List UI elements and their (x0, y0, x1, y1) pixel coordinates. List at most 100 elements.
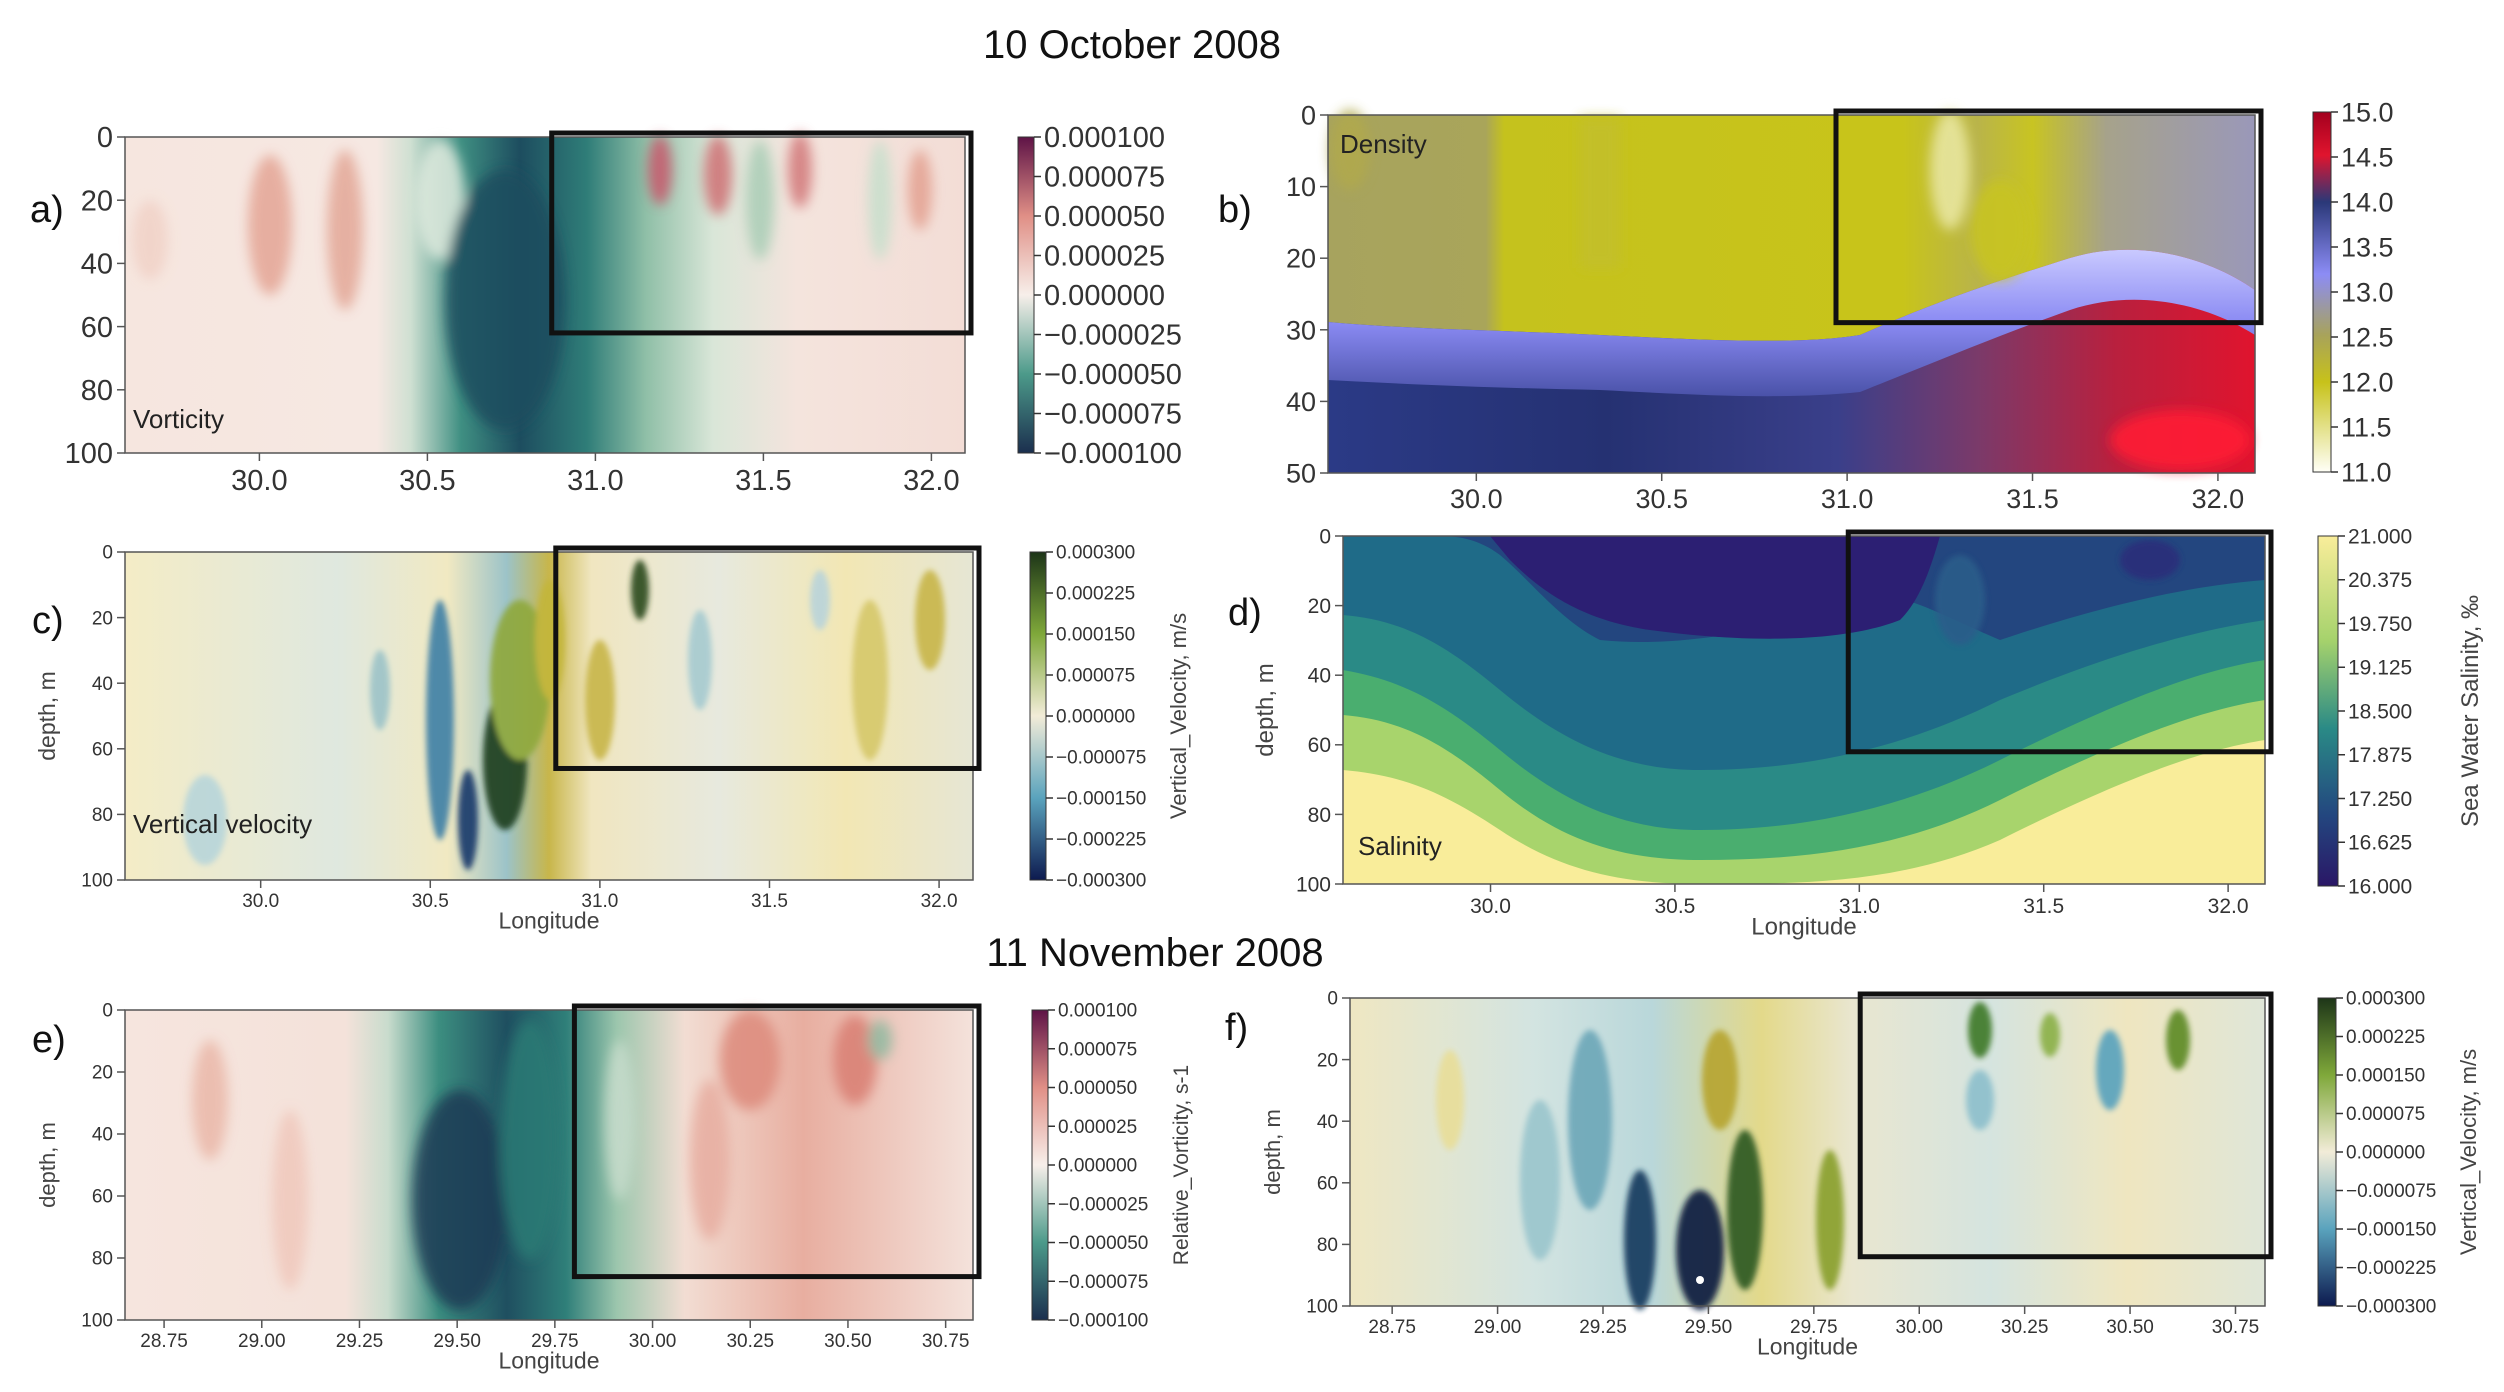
panel-c-colorbar-tick-label: 0.000150 (1056, 625, 1135, 646)
panel-c-colorbar-tick-label: 0.000225 (1056, 584, 1135, 605)
panel-c-y-label: depth, m (34, 671, 60, 761)
panel-c-x-axis: 30.0 30.5 31.0 31.5 32.0 (242, 880, 958, 912)
panel-e-x-tick-label: 28.75 (140, 1331, 188, 1352)
panel-f-field (1350, 998, 2265, 1310)
panel-e-colorbar-ticks: 0.000100 0.000075 0.000050 0.000025 0.000000… (1048, 1001, 1148, 1332)
panel-b-y-tick-label: 40 (1286, 387, 1316, 417)
panel-d-colorbar-tick-label: 18.500 (2348, 700, 2412, 723)
panel-d-plot-frame (1342, 535, 2266, 885)
panel-f-x-tick-label: 30.50 (2106, 1317, 2154, 1338)
panel-d-y-tick-label: 40 (1308, 665, 1331, 688)
panel-c-colorbar-tick-label: −0.000075 (1056, 748, 1146, 769)
panel-b-highlight-box (1833, 108, 2264, 326)
panel-a-colorbar-tick-label: −0.000100 (1044, 438, 1182, 470)
figure-title-november: 11 November 2008 (986, 931, 1323, 975)
panel-a-plot-frame (124, 136, 966, 454)
panel-c-colorbar-tick-label: 0.000075 (1056, 666, 1135, 687)
panel-f-x-tick-label: 30.25 (2001, 1317, 2049, 1338)
panel-d-colorbar-tick-label: 19.750 (2348, 613, 2412, 636)
panel-b-colorbar-tick-label: 12.5 (2341, 322, 2394, 352)
panel-a-colorbar-tick-label: 0.000000 (1044, 280, 1165, 312)
panel-e: e) 28.75 29.00 29.25 29.50 29.75 30.00 30.25 30… (32, 1001, 1193, 1374)
panel-b-colorbar-tick-label: 11.5 (2341, 412, 2392, 442)
panel-f-highlight-box (1857, 991, 2274, 1260)
panel-f-colorbar-ticks: 0.000300 0.000225 0.000150 0.000075 0.000000… (2336, 989, 2436, 1318)
panel-f-colorbar-tick-label: 0.000075 (2346, 1104, 2425, 1125)
panel-a-x-tick-label: 31.0 (567, 465, 623, 497)
panel-d-colorbar-tick-label: 17.250 (2348, 788, 2412, 811)
panel-c-x-tick-label: 32.0 (921, 891, 958, 912)
panel-f-y-tick-label: 0 (1327, 989, 1338, 1010)
panel-e-colorbar (1031, 1009, 1049, 1321)
panel-e-y-tick-label: 40 (92, 1125, 113, 1146)
panel-e-plot-frame (124, 1009, 974, 1321)
panel-e-x-tick-label: 29.50 (433, 1331, 481, 1352)
panel-f-y-tick-label: 20 (1317, 1050, 1338, 1071)
panel-d-annotation: Salinity (1358, 831, 1442, 861)
panel-d-x-label: Longitude (1751, 913, 1856, 940)
panel-b-annotation: Density (1340, 129, 1427, 159)
panel-c-x-tick-label: 31.5 (751, 891, 788, 912)
panel-d-y-tick-label: 60 (1308, 734, 1331, 757)
panel-b-colorbar-tick-label: 12.0 (2341, 367, 2394, 397)
panel-d-y-tick-label: 100 (1296, 873, 1331, 896)
panel-f-label: f) (1225, 1007, 1248, 1049)
panel-d-colorbar-tick-label: 16.625 (2348, 832, 2412, 855)
panel-f-colorbar-tick-label: 0.000000 (2346, 1143, 2425, 1164)
panel-b-colorbar (2312, 111, 2332, 473)
panel-b-colorbar-tick-label: 13.0 (2341, 277, 2394, 307)
panel-f-x-tick-label: 29.00 (1474, 1317, 1522, 1338)
panel-e-colorbar-tick-label: 0.000075 (1058, 1039, 1137, 1060)
panel-c-x-tick-label: 31.0 (581, 891, 618, 912)
panel-f-colorbar-tick-label: 0.000225 (2346, 1027, 2425, 1048)
panel-d-label: d) (1228, 592, 1262, 634)
panel-c: c) Vertical velocity 30.0 30.5 31.0 31.5 32.… (32, 543, 1191, 934)
panel-c-colorbar-tick-label: −0.000300 (1056, 871, 1146, 892)
panel-e-y-label: depth, m (35, 1122, 60, 1208)
panel-b-x-tick-label: 32.0 (2192, 484, 2245, 514)
panel-e-x-tick-label: 30.00 (629, 1331, 677, 1352)
panel-b-y-tick-label: 30 (1286, 315, 1316, 345)
panel-e-colorbar-tick-label: 0.000025 (1058, 1117, 1137, 1138)
panel-e-x-label: Longitude (498, 1347, 599, 1373)
panel-a-y-tick-label: 20 (81, 185, 113, 217)
panel-c-colorbar-tick-label: 0.000300 (1056, 543, 1135, 564)
panel-f-y-tick-label: 100 (1306, 1297, 1338, 1318)
panel-c-highlight-box (553, 545, 982, 771)
panel-f-x-tick-label: 29.75 (1790, 1317, 1838, 1338)
panel-e-x-tick-label: 29.00 (238, 1331, 286, 1352)
panel-a-colorbar (1017, 136, 1035, 454)
panel-a-colorbar-ticks: 0.000100 0.000075 0.000050 0.000025 0.000000… (1034, 122, 1182, 470)
panel-d-y-tick-label: 80 (1308, 804, 1331, 827)
panel-d-colorbar-tick-label: 21.000 (2348, 525, 2412, 548)
panel-b-colorbar-tick-label: 11.0 (2341, 457, 2392, 487)
panel-c-label: c) (32, 600, 64, 642)
panel-e-y-tick-label: 60 (92, 1187, 113, 1208)
panel-c-colorbar-tick-label: −0.000225 (1056, 830, 1146, 851)
panel-b-colorbar-ticks: 15.0 14.5 14.0 13.5 13.0 12.5 12.0 11.5 11.0 (2331, 97, 2394, 487)
panel-f-x-label: Longitude (1757, 1333, 1858, 1359)
panel-f-x-tick-label: 29.25 (1579, 1317, 1627, 1338)
panel-b-y-tick-label: 50 (1286, 458, 1316, 488)
panel-c-colorbar (1029, 551, 1047, 881)
panel-b-colorbar-tick-label: 13.5 (2341, 232, 2394, 262)
panel-d-x-tick-label: 30.5 (1654, 895, 1695, 918)
panel-d-x-tick-label: 32.0 (2208, 895, 2249, 918)
panel-d: d) Salinity 30.0 30.5 31.0 31.5 32.0 0 20 40 60… (1228, 525, 2484, 940)
panel-c-annotation: Vertical velocity (133, 809, 312, 839)
panel-f-y-tick-label: 60 (1317, 1173, 1338, 1194)
panel-a-x-tick-label: 32.0 (903, 465, 959, 497)
panel-f-x-tick-label: 29.50 (1685, 1317, 1733, 1338)
panel-a-y-tick-label: 60 (81, 312, 113, 344)
panel-b: b) Density 30.0 30.5 31.0 31.5 32.0 0 10 20 30 4… (1218, 97, 2394, 514)
panel-b-y-tick-label: 10 (1286, 172, 1316, 202)
panel-f-colorbar-tick-label: −0.000225 (2346, 1258, 2436, 1279)
panel-d-x-tick-label: 31.5 (2023, 895, 2064, 918)
panel-c-y-tick-label: 20 (92, 608, 113, 629)
panel-d-colorbar-label: Sea Water Salinity, ‰ (2457, 595, 2484, 827)
panel-e-colorbar-label: Relative_Vorticity, s-1 (1170, 1065, 1193, 1265)
panel-a-y-tick-label: 100 (65, 438, 113, 470)
panel-e-x-axis: 28.75 29.00 29.25 29.50 29.75 30.00 30.25 30.50… (140, 1320, 969, 1352)
panel-f-y-axis: 0 20 40 60 80 100 (1306, 989, 1350, 1318)
